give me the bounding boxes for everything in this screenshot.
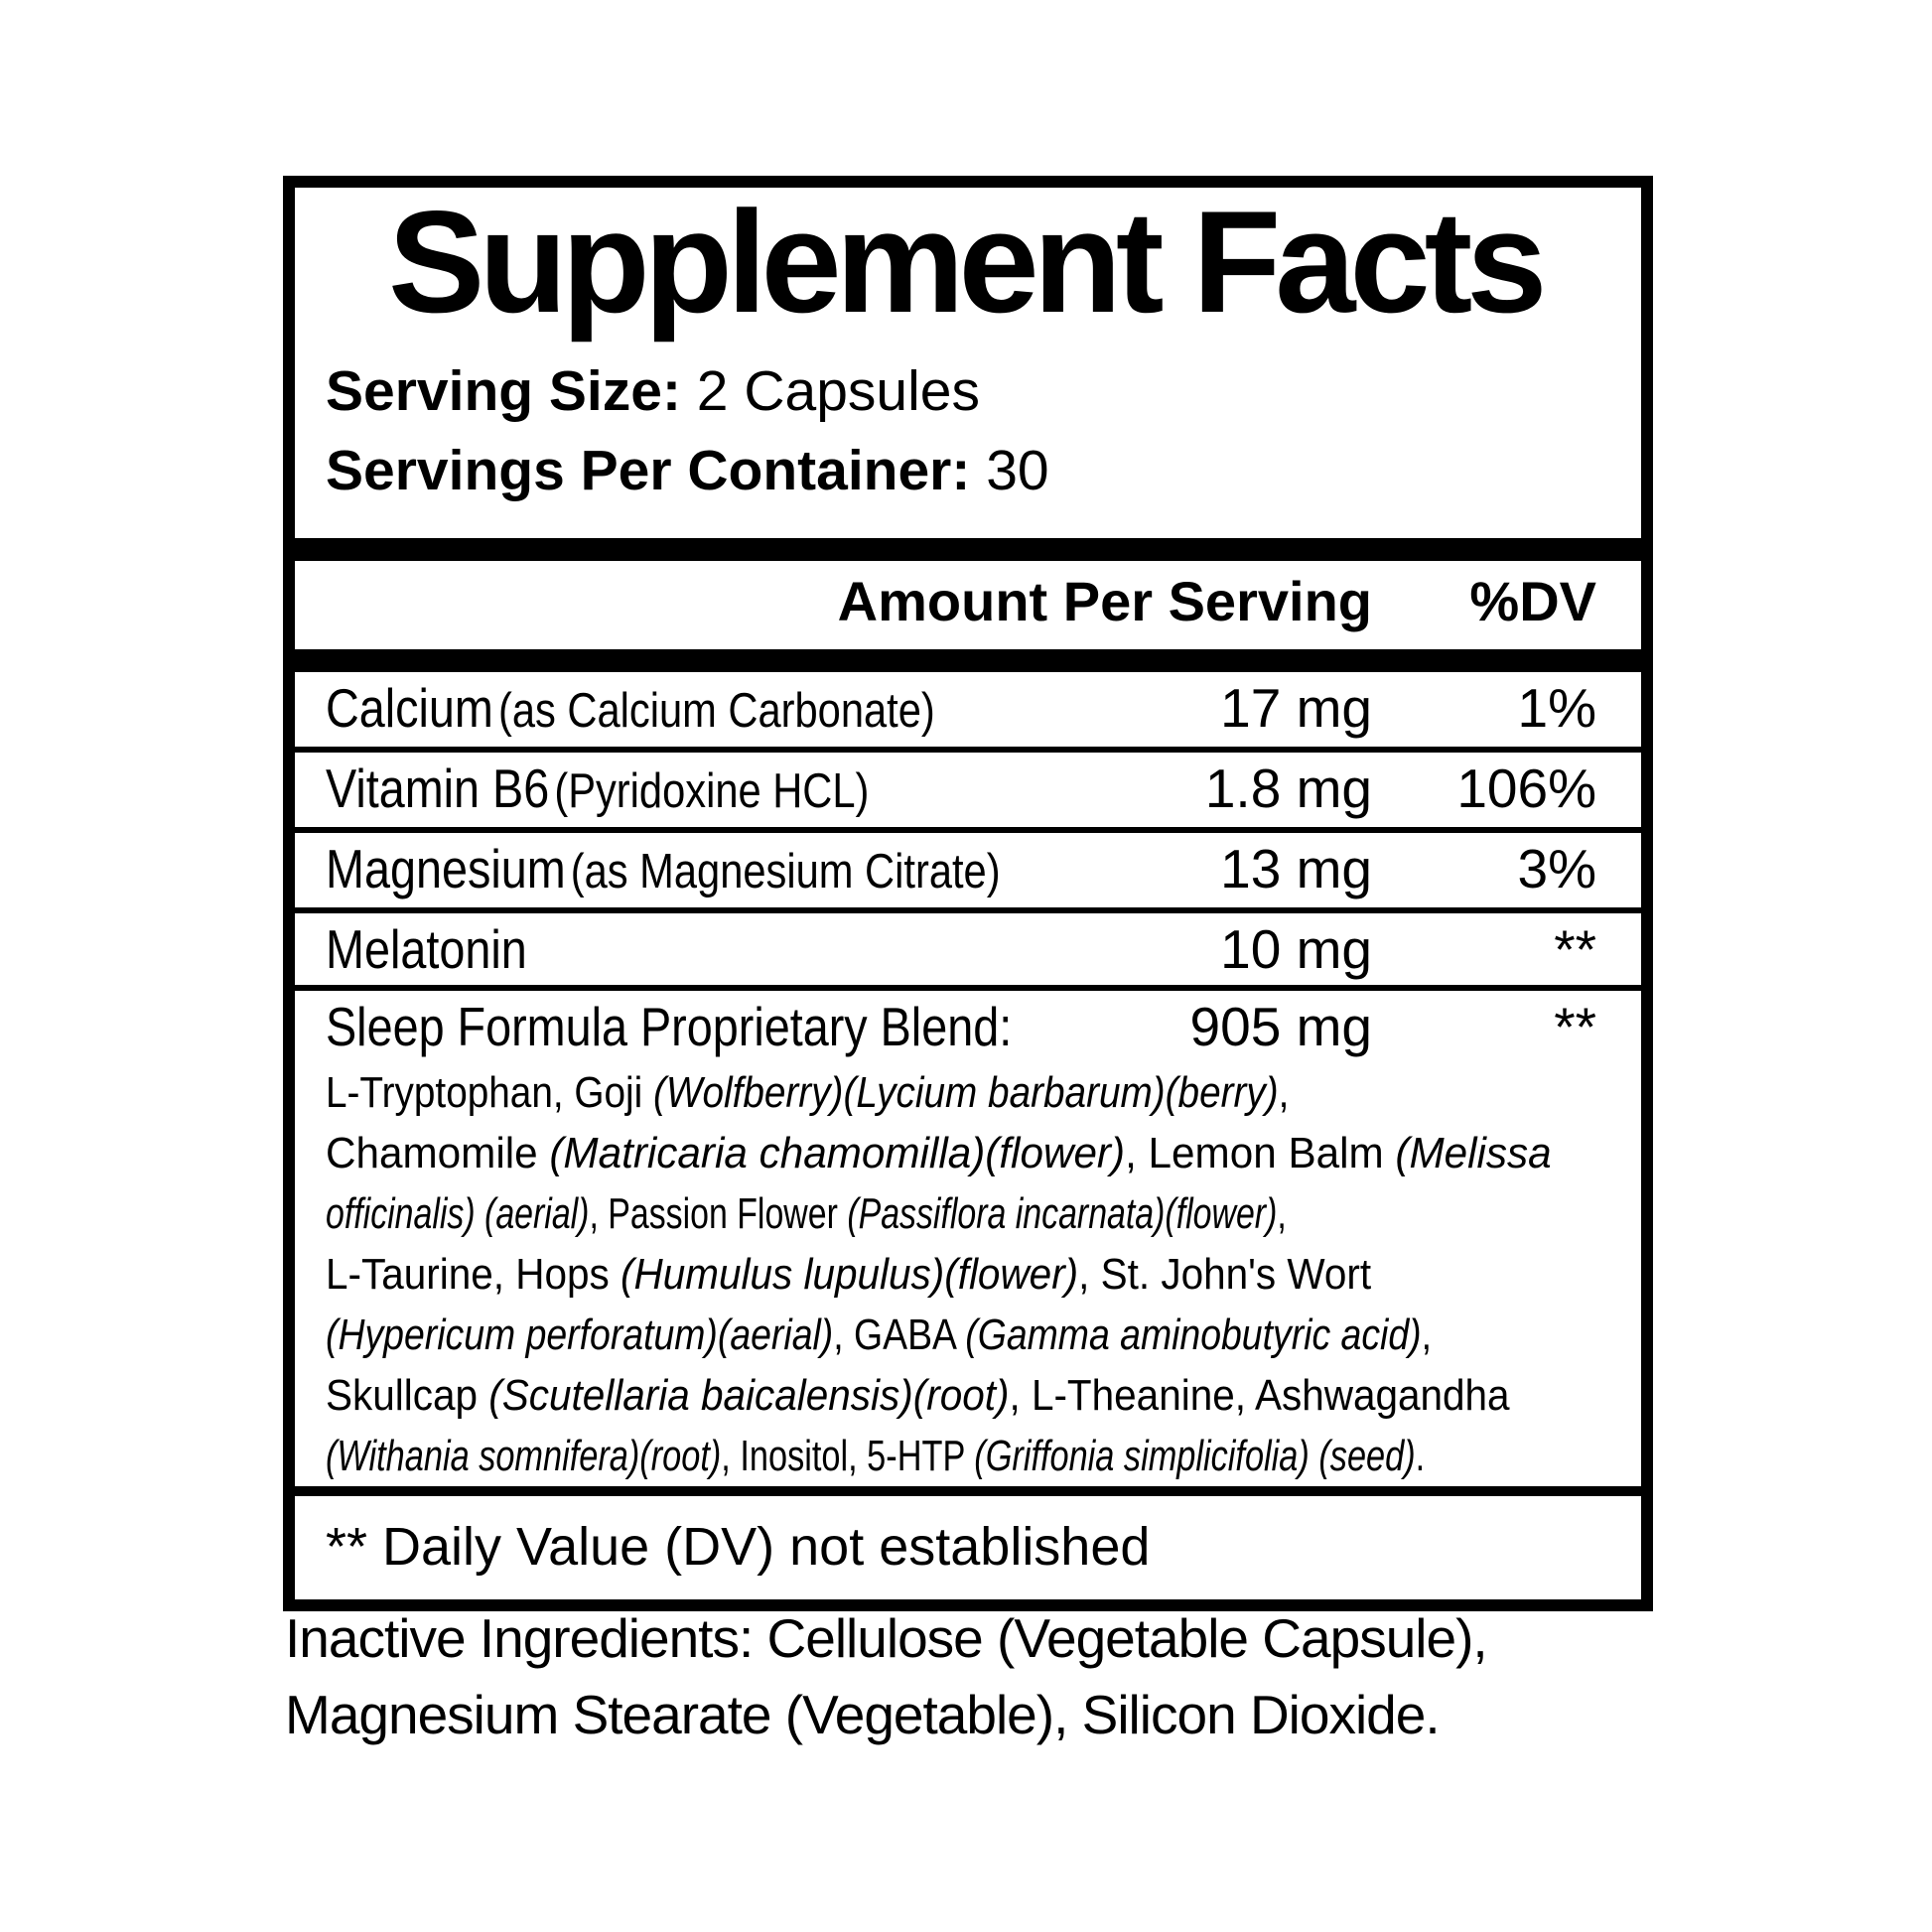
blend-botanical-name: (Withania somnifera)(root) <box>326 1432 722 1480</box>
blend-text: , Passion Flower <box>589 1189 848 1238</box>
blend-botanical-name: (Griffonia simplicifolia) (seed) <box>974 1432 1416 1480</box>
servings-per-container-label: Servings Per Container: <box>326 439 971 502</box>
blend-botanical-name: (Melissa <box>1395 1129 1552 1177</box>
blend-text: , GABA <box>833 1311 966 1359</box>
ingredient-dv: 106% <box>1456 758 1596 819</box>
ingredient-name: Melatonin <box>326 921 1074 977</box>
blend-text: , <box>1278 1068 1290 1117</box>
blend-botanical-name: officinalis) (aerial) <box>326 1189 590 1238</box>
amount-per-serving-header: Amount Per Serving <box>837 570 1372 632</box>
blend-botanical-name: (Humulus lupulus)(flower) <box>621 1250 1079 1299</box>
ingredient-name-text: Vitamin B6 <box>326 758 550 819</box>
table-row: Vitamin B6 (Pyridoxine HCL) 1.8 mg 106% <box>295 753 1641 833</box>
table-row: Melatonin 10 mg ** <box>295 913 1641 991</box>
inactive-ingredients: Inactive Ingredients: Cellulose (Vegetab… <box>285 1600 1488 1753</box>
blend-botanical-name: (Hypericum perforatum)(aerial) <box>326 1311 834 1359</box>
ingredient-name: Sleep Formula Proprietary Blend: <box>326 999 1074 1054</box>
ingredient-name: Calcium (as Calcium Carbonate) <box>326 680 1074 739</box>
divider-bar-under-header <box>295 649 1641 672</box>
inactive-ingredients-line1: Inactive Ingredients: Cellulose (Vegetab… <box>285 1607 1488 1669</box>
ingredient-dv: 1% <box>1517 677 1597 739</box>
blend-line-5: (Hypericum perforatum)(aerial), GABA (Ga… <box>326 1305 1444 1365</box>
dv-footnote: ** Daily Value (DV) not established <box>326 1517 1151 1577</box>
blend-line-1: L-Tryptophan, Goji (Wolfberry)(Lycium ba… <box>326 1062 1483 1123</box>
blend-line-3: officinalis) (aerial), Passion Flower (P… <box>326 1183 1338 1244</box>
servings-per-container-line: Servings Per Container: 30 <box>295 440 1641 501</box>
divider-bar-bottom <box>295 1486 1641 1496</box>
ingredient-dv: ** <box>1554 918 1596 980</box>
blend-text: Skullcap <box>326 1371 489 1420</box>
serving-size-value: 2 Capsules <box>696 359 980 423</box>
blend-botanical-name: (Matricaria chamomilla)(flower) <box>549 1129 1126 1177</box>
blend-text: , L-Theanine, Ashwagandha <box>1009 1371 1510 1420</box>
blend-botanical-name: (Gamma aminobutyric acid) <box>965 1311 1422 1359</box>
ingredient-detail: (Pyridoxine HCL) <box>554 764 870 818</box>
blend-text: L-Taurine, Hops <box>326 1250 621 1299</box>
ingredient-detail: (as Calcium Carbonate) <box>497 684 935 738</box>
ingredient-amount: 10 mg <box>1220 918 1372 980</box>
ingredient-dv: 3% <box>1517 838 1597 899</box>
table-row: Magnesium (as Magnesium Citrate) 13 mg 3% <box>295 833 1641 913</box>
blend-text: , <box>1421 1311 1433 1359</box>
blend-text: L-Tryptophan, Goji <box>326 1068 653 1117</box>
divider-bar-top <box>295 538 1641 561</box>
blend-line-4: L-Taurine, Hops (Humulus lupulus)(flower… <box>326 1244 1536 1305</box>
blend-line-6: Skullcap (Scutellaria baicalensis)(root)… <box>326 1365 1536 1426</box>
blend-text: , Lemon Balm <box>1125 1129 1396 1177</box>
ingredient-amount: 905 mg <box>1189 996 1372 1057</box>
blend-botanical-name: (Scutellaria baicalensis)(root) <box>488 1371 1010 1420</box>
ingredient-name: Magnesium (as Magnesium Citrate) <box>326 841 1074 899</box>
ingredient-amount: 1.8 mg <box>1204 758 1372 819</box>
blend-botanical-name: (Wolfberry)(Lycium barbarum)(berry) <box>653 1068 1279 1117</box>
ingredient-name-text: Calcium <box>326 677 493 739</box>
servings-per-container-value: 30 <box>986 439 1049 502</box>
supplement-facts-panel: Supplement Facts Serving Size: 2 Capsule… <box>283 176 1653 1611</box>
table-header-row: Amount Per Serving %DV <box>295 571 1641 632</box>
ingredient-name-text: Magnesium <box>326 838 566 899</box>
ingredient-detail: (as Magnesium Citrate) <box>570 845 1001 898</box>
ingredient-dv: ** <box>1554 996 1596 1057</box>
blend-text: . <box>1415 1432 1426 1480</box>
serving-size-line: Serving Size: 2 Capsules <box>295 360 1641 422</box>
blend-description: L-Tryptophan, Goji (Wolfberry)(Lycium ba… <box>295 1062 1641 1486</box>
ingredient-amount: 17 mg <box>1220 677 1372 739</box>
table-row: Sleep Formula Proprietary Blend: 905 mg … <box>295 991 1641 1062</box>
blend-text: , Inositol, 5-HTP <box>721 1432 975 1480</box>
ingredient-name-text: Melatonin <box>326 918 527 980</box>
blend-botanical-name: (Passiflora incarnata)(flower) <box>847 1189 1278 1238</box>
blend-text: , St. John's Wort <box>1078 1250 1372 1299</box>
blend-line-2: Chamomile (Matricaria chamomilla)(flower… <box>326 1123 1588 1183</box>
table-row: Calcium (as Calcium Carbonate) 17 mg 1% <box>295 672 1641 753</box>
blend-text: Chamomile <box>326 1129 550 1177</box>
ingredient-name-text: Sleep Formula Proprietary Blend: <box>326 996 1013 1057</box>
blend-line-7: (Withania somnifera)(root), Inositol, 5-… <box>326 1426 1425 1486</box>
ingredient-name: Vitamin B6 (Pyridoxine HCL) <box>326 760 1074 819</box>
ingredient-amount: 13 mg <box>1220 838 1372 899</box>
serving-size-label: Serving Size: <box>326 359 681 423</box>
inactive-ingredients-line2: Magnesium Stearate (Vegetable), Silicon … <box>285 1684 1441 1745</box>
percent-dv-header: %DV <box>1469 570 1596 632</box>
panel-title: Supplement Facts <box>388 181 1547 343</box>
blend-text: , <box>1277 1189 1287 1238</box>
